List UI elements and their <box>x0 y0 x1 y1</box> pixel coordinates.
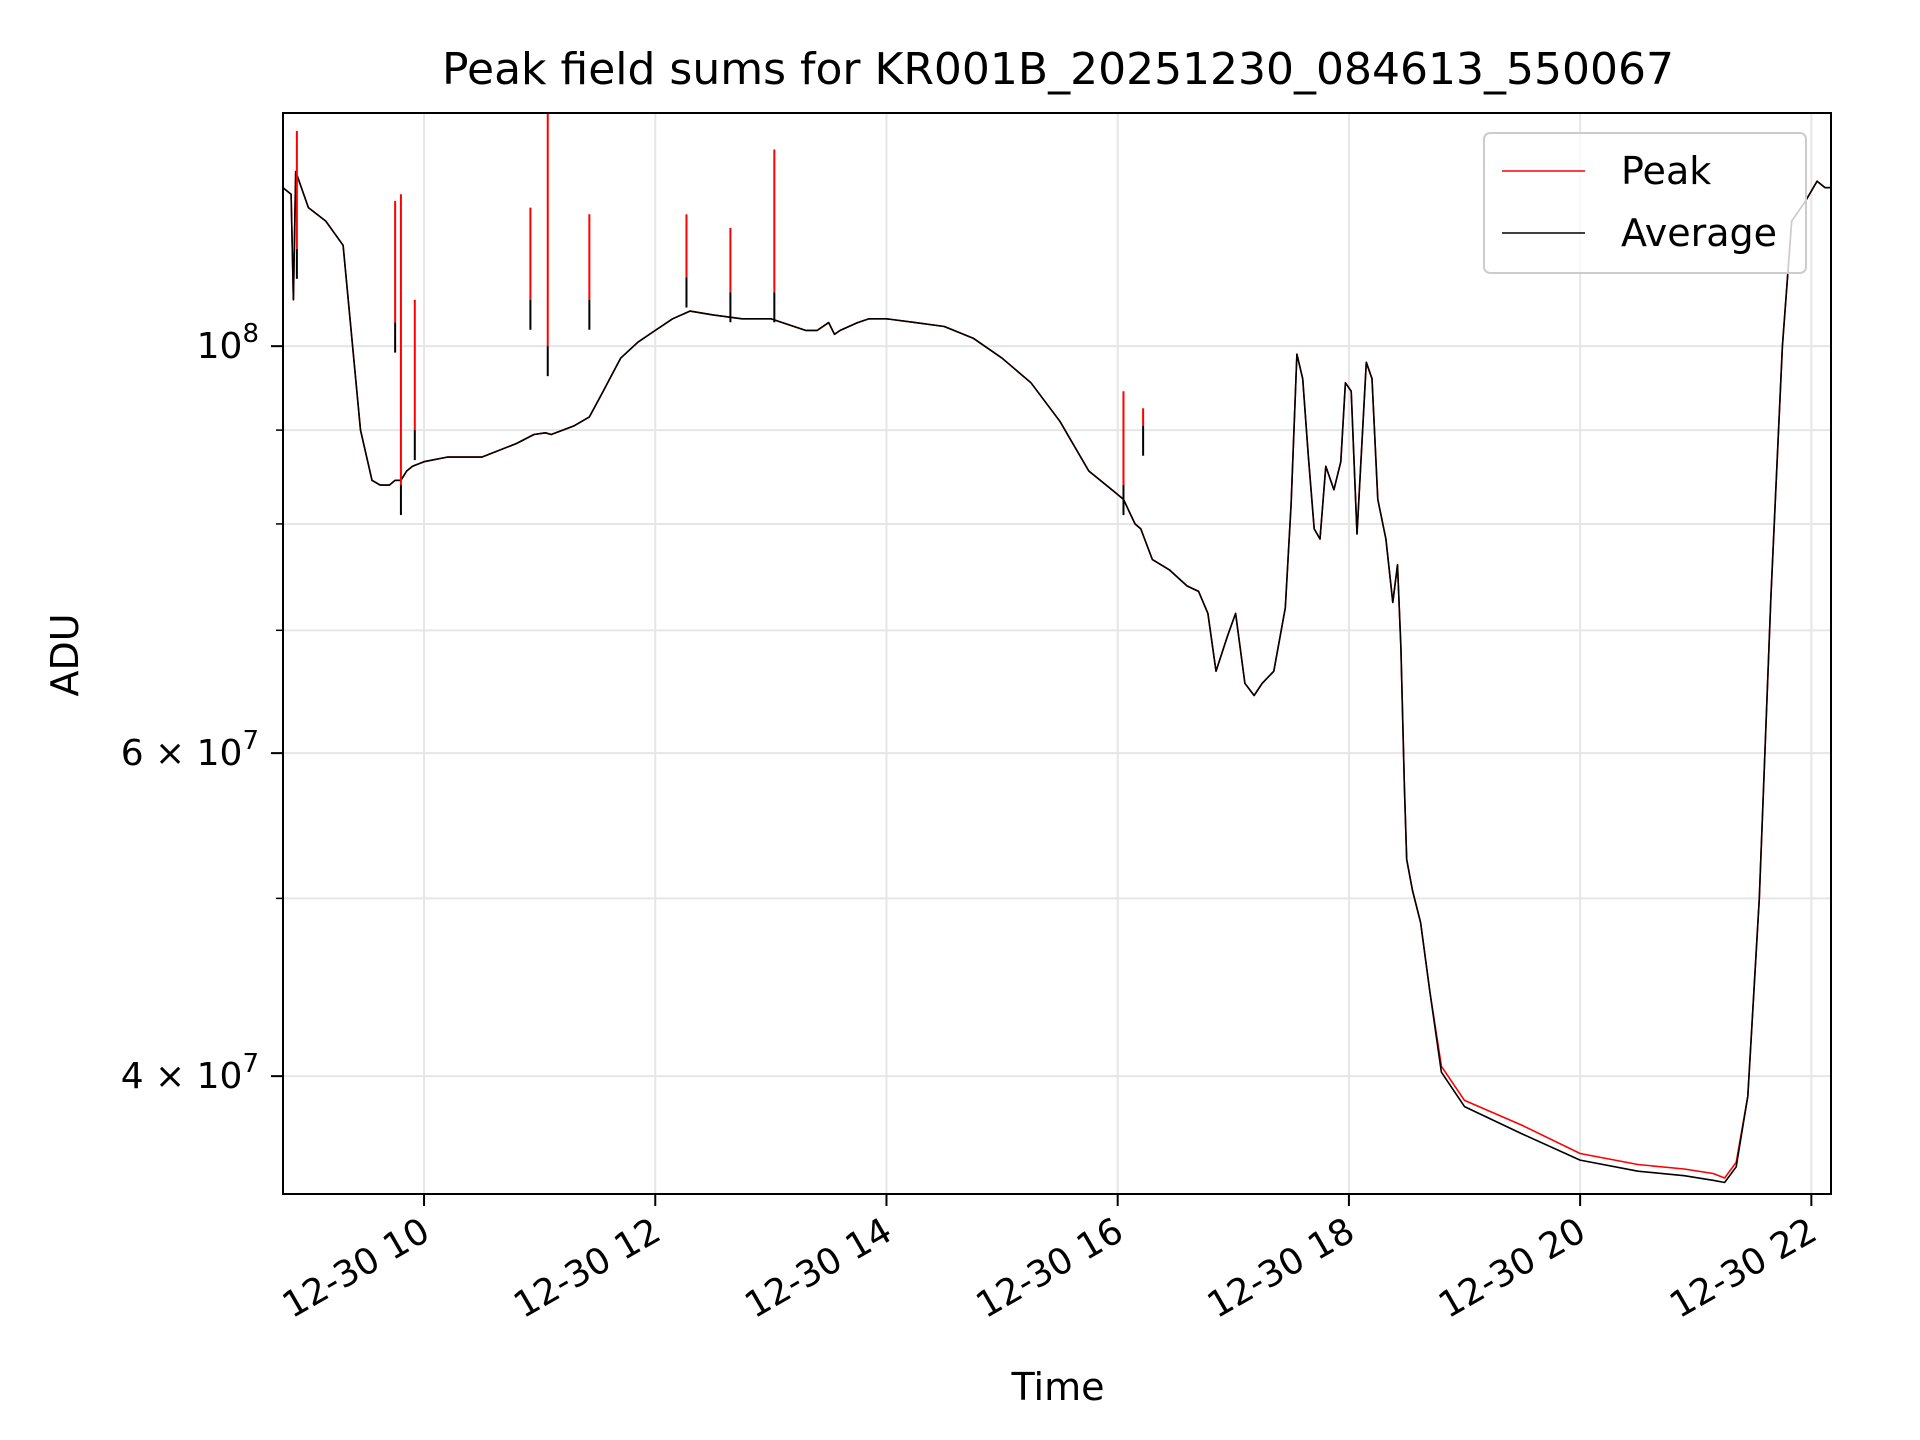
legend-peak-label: Peak <box>1621 149 1711 193</box>
legend-average-label: Average <box>1621 211 1777 255</box>
series-average-line <box>283 170 1831 1184</box>
y-tick-label: 4 × 107 <box>121 1049 259 1097</box>
axes-frame <box>282 112 1832 1195</box>
x-axis-label: Time <box>1011 1365 1105 1409</box>
y-axis-label: ADU <box>43 613 87 696</box>
legend: Peak Average <box>1483 132 1807 274</box>
legend-box <box>1483 132 1807 274</box>
chart-title: Peak field sums for KR001B_20251230_0846… <box>442 44 1674 95</box>
plot-area <box>283 113 1831 1184</box>
grid <box>283 113 1831 1194</box>
series-layer <box>283 113 1831 1184</box>
y-tick-label: 6 × 107 <box>121 726 259 774</box>
